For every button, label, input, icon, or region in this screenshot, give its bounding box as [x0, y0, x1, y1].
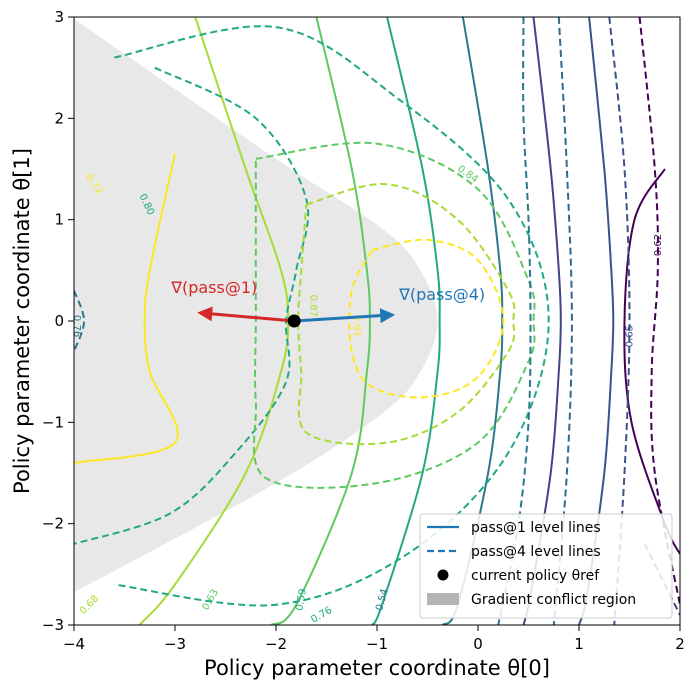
x-tick-label-4: 0: [473, 635, 483, 653]
pass4-level-line-3: [297, 183, 516, 446]
pass1-level-line-0: [74, 153, 179, 464]
contour-label-3: 0.87: [307, 295, 318, 317]
current-policy-point: [287, 314, 301, 328]
contour-label-4: 0.91: [351, 315, 362, 337]
y-tick-label-6: 3: [54, 8, 64, 26]
legend-label-conflict: Gradient conflict region: [471, 592, 636, 608]
x-axis-label: Policy parameter coordinate θ[0]: [204, 656, 550, 680]
legend-swatch-current-policy: [437, 569, 449, 581]
y-tick-label-4: 1: [54, 211, 64, 229]
contour-label-8: 0.68: [78, 593, 102, 617]
pass4-level-line-9: [638, 17, 680, 605]
contour-label-2: 0.84: [455, 164, 480, 186]
conflict-region: [74, 17, 438, 593]
x-tick-label-1: −3: [164, 635, 186, 653]
x-tick-label-5: 1: [574, 635, 584, 653]
contour-label-9: 0.63: [200, 588, 221, 613]
x-tick-label-2: −2: [265, 635, 287, 653]
grad-pass1-label: ∇(pass@1): [170, 278, 257, 297]
x-tick-label-6: 2: [675, 635, 685, 653]
pass1-level-line-2: [270, 17, 371, 625]
legend-label-pass1: pass@1 level lines: [471, 520, 601, 536]
legend: pass@1 level lines pass@4 level lines cu…: [419, 513, 673, 619]
plot-area: 0.720.800.840.870.910.760.620.650.68 0.63…: [71, 17, 680, 626]
contour-label-5: 0.76: [71, 315, 82, 337]
contour-label-7: 0.65: [625, 325, 636, 347]
pass1-level-line-3: [371, 17, 441, 625]
x-tick-label-0: −4: [63, 635, 85, 653]
y-tick-label-0: −3: [42, 616, 64, 634]
legend-box: [419, 513, 673, 619]
grad-pass4-arrow: [294, 308, 396, 324]
y-tick-label-2: −1: [42, 413, 64, 431]
legend-label-pass4: pass@4 level lines: [471, 544, 601, 560]
y-tick-label-5: 2: [54, 109, 64, 127]
grad-pass4-label: ∇(pass@4): [398, 285, 485, 304]
grad-pass1-arrow: [197, 306, 295, 323]
contour-label-10: 0.59: [294, 588, 309, 612]
pass4-level-line-0: [114, 25, 550, 607]
pass4-level-line-2: [252, 141, 536, 489]
contour-label-12: 0.54: [374, 588, 390, 612]
contour-label-11: 0.76: [309, 605, 334, 626]
y-tick-label-1: −2: [42, 515, 64, 533]
y-tick-label-3: 0: [54, 312, 64, 330]
pass4-level-line-4: [348, 238, 505, 399]
x-tick-label-3: −1: [366, 635, 388, 653]
y-axis-label: Policy parameter coordinate θ[1]: [10, 148, 34, 494]
legend-swatch-conflict: [427, 593, 459, 605]
contour-label-6: 0.62: [653, 234, 664, 256]
pass4-level-line-5: [74, 290, 86, 352]
legend-label-current-policy: current policy θref: [471, 568, 600, 584]
